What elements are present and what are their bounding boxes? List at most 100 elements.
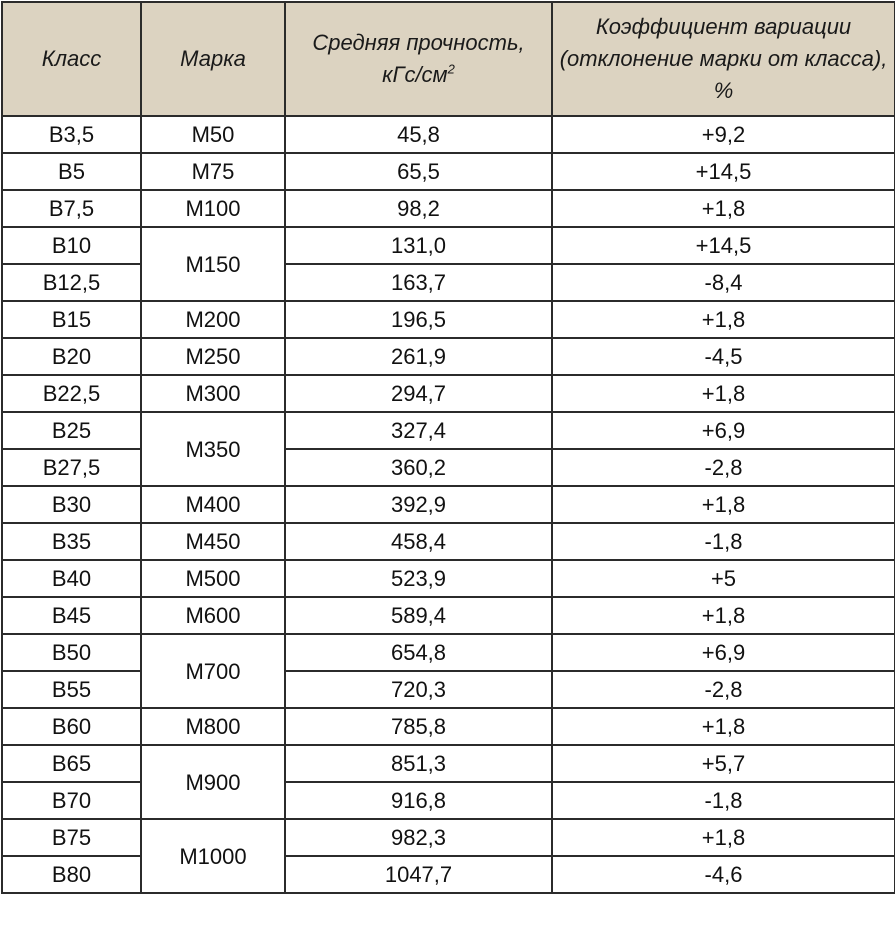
cell-variation: +9,2 (551, 115, 895, 154)
cell-grade: М400 (140, 485, 286, 524)
cell-grade: М600 (140, 596, 286, 635)
table-row: В40 М500 523,9 +5 (1, 559, 895, 598)
cell-class: В55 (1, 670, 142, 709)
cell-strength: 654,8 (284, 633, 553, 672)
cell-grade: М900 (140, 744, 286, 820)
table-row: В7,5 М100 98,2 +1,8 (1, 189, 895, 228)
cell-variation: +1,8 (551, 596, 895, 635)
cell-strength: 916,8 (284, 781, 553, 820)
cell-strength: 360,2 (284, 448, 553, 487)
table-row: В20 М250 261,9 -4,5 (1, 337, 895, 376)
table-row: В80 1047,7 -4,6 (1, 855, 895, 894)
header-grade: Марка (140, 1, 286, 117)
cell-variation: +5 (551, 559, 895, 598)
cell-class: В75 (1, 818, 142, 857)
cell-class: В7,5 (1, 189, 142, 228)
cell-grade: М300 (140, 374, 286, 413)
cell-grade: М500 (140, 559, 286, 598)
cell-grade: М100 (140, 189, 286, 228)
cell-class: В40 (1, 559, 142, 598)
cell-strength: 196,5 (284, 300, 553, 339)
cell-variation: -4,6 (551, 855, 895, 894)
concrete-class-grade-table: Класс Марка Средняя прочность, кГс/см2 К… (1, 1, 895, 894)
table-row: В65 М900 851,3 +5,7 (1, 744, 895, 820)
header-strength-unit: кГс/см (382, 62, 448, 87)
cell-variation: -1,8 (551, 781, 895, 820)
cell-grade: М350 (140, 411, 286, 487)
cell-grade: М700 (140, 633, 286, 709)
cell-strength: 720,3 (284, 670, 553, 709)
cell-grade: М75 (140, 152, 286, 191)
cell-class: В30 (1, 485, 142, 524)
cell-class: В65 (1, 744, 142, 783)
table-row: В30 М400 392,9 +1,8 (1, 485, 895, 524)
cell-strength: 851,3 (284, 744, 553, 783)
table-header: Класс Марка Средняя прочность, кГс/см2 К… (1, 1, 895, 117)
cell-strength: 458,4 (284, 522, 553, 561)
table-row: В35 М450 458,4 -1,8 (1, 522, 895, 561)
header-strength-sup: 2 (447, 61, 455, 77)
cell-strength: 65,5 (284, 152, 553, 191)
cell-grade: М800 (140, 707, 286, 746)
cell-variation: -4,5 (551, 337, 895, 376)
table-row: В15 М200 196,5 +1,8 (1, 300, 895, 339)
table-row: В10 М150 131,0 +14,5 (1, 226, 895, 302)
cell-class: В15 (1, 300, 142, 339)
cell-strength: 45,8 (284, 115, 553, 154)
cell-variation: -8,4 (551, 263, 895, 302)
table-row: В12,5 163,7 -8,4 (1, 263, 895, 302)
cell-variation: +1,8 (551, 485, 895, 524)
cell-variation: -2,8 (551, 670, 895, 709)
table-row: В3,5 М50 45,8 +9,2 (1, 115, 895, 154)
cell-strength: 1047,7 (284, 855, 553, 894)
cell-strength: 392,9 (284, 485, 553, 524)
table-body: В3,5 М50 45,8 +9,2 В5 М75 65,5 +14,5 В7,5 М100 98,… (1, 115, 895, 894)
table-row: В25 М350 327,4 +6,9 (1, 411, 895, 487)
cell-grade: М450 (140, 522, 286, 561)
table-row: В75 М1000 982,3 +1,8 (1, 818, 895, 894)
cell-strength: 98,2 (284, 189, 553, 228)
cell-variation: +1,8 (551, 300, 895, 339)
cell-class: В50 (1, 633, 142, 672)
cell-strength: 589,4 (284, 596, 553, 635)
header-strength-line1: Средняя прочность, (312, 30, 525, 55)
cell-class: В45 (1, 596, 142, 635)
cell-grade: М200 (140, 300, 286, 339)
cell-grade: М250 (140, 337, 286, 376)
cell-variation: +1,8 (551, 374, 895, 413)
table-row: В5 М75 65,5 +14,5 (1, 152, 895, 191)
cell-variation: -2,8 (551, 448, 895, 487)
cell-strength: 523,9 (284, 559, 553, 598)
cell-strength: 294,7 (284, 374, 553, 413)
header-variation-coefficient: Коэффициент вариации (отклонение марки о… (551, 1, 895, 117)
cell-class: В80 (1, 855, 142, 894)
cell-class: В3,5 (1, 115, 142, 154)
table-row: В27,5 360,2 -2,8 (1, 448, 895, 487)
cell-variation: +14,5 (551, 226, 895, 265)
cell-class: В20 (1, 337, 142, 376)
cell-class: В70 (1, 781, 142, 820)
cell-variation: +1,8 (551, 818, 895, 857)
header-row: Класс Марка Средняя прочность, кГс/см2 К… (1, 1, 895, 117)
cell-class: В12,5 (1, 263, 142, 302)
header-class: Класс (1, 1, 142, 117)
cell-grade: М150 (140, 226, 286, 302)
cell-strength: 163,7 (284, 263, 553, 302)
table-row: В60 М800 785,8 +1,8 (1, 707, 895, 746)
cell-class: В60 (1, 707, 142, 746)
cell-strength: 982,3 (284, 818, 553, 857)
cell-strength: 327,4 (284, 411, 553, 450)
cell-grade: М50 (140, 115, 286, 154)
cell-class: В22,5 (1, 374, 142, 413)
cell-variation: +1,8 (551, 707, 895, 746)
cell-class: В10 (1, 226, 142, 265)
cell-class: В25 (1, 411, 142, 450)
cell-variation: +1,8 (551, 189, 895, 228)
cell-strength: 261,9 (284, 337, 553, 376)
cell-class: В35 (1, 522, 142, 561)
cell-variation: -1,8 (551, 522, 895, 561)
table-row: В55 720,3 -2,8 (1, 670, 895, 709)
cell-class: В27,5 (1, 448, 142, 487)
table-row: В22,5 М300 294,7 +1,8 (1, 374, 895, 413)
table-row: В70 916,8 -1,8 (1, 781, 895, 820)
